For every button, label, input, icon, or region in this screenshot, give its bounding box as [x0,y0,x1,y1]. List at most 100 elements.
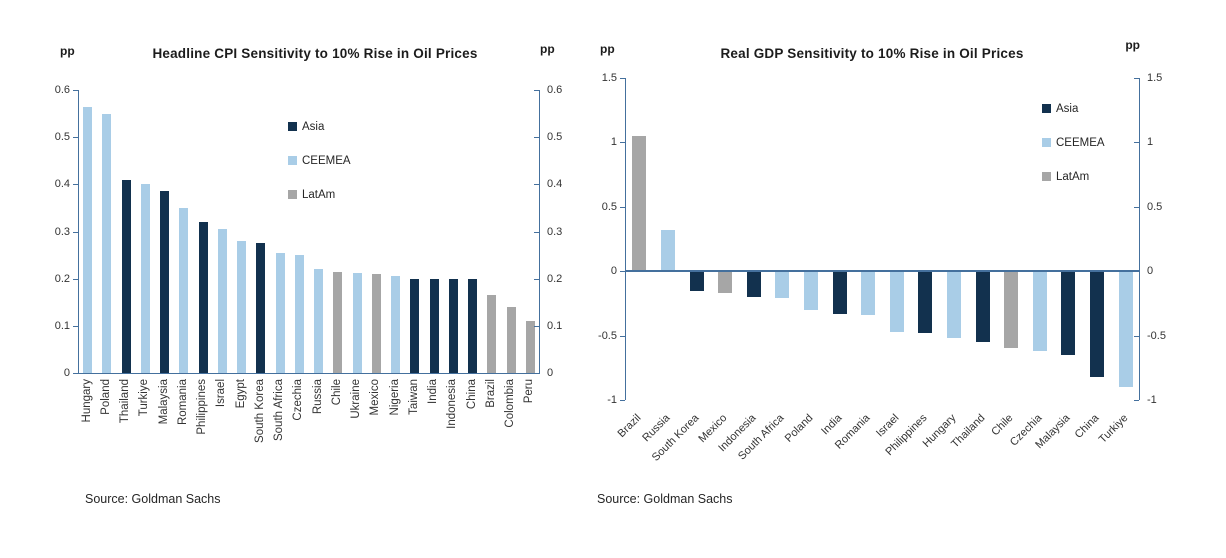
bar-chile [333,271,343,373]
y-tick-label-right: 0.5 [547,131,563,144]
legend-swatch-ceemea-icon [1042,138,1051,147]
bar-south-africa [275,252,285,373]
y-tick-right [1134,335,1139,337]
plot-area: 0.6 0.6 0.5 0.5 0.4 0.4 0.3 0.3 0.2 0.2 0.1 0.1 0 0 Hu… [55,84,563,443]
bar-thailand [121,179,131,373]
bar-south-korea [689,271,704,291]
y-tick-label-right: -1 [1147,394,1157,406]
y-tick-left [73,231,78,233]
y-tick-label-right: 0 [547,367,554,379]
bar-indonesia [746,271,761,297]
y-tick-label-left: 0.3 [54,225,70,238]
bar-romania [861,271,876,315]
y-tick-left [73,184,78,186]
y-tick-label-right: 0 [1147,265,1154,278]
y-tick-right [534,278,539,280]
y-tick-label-left: 0 [63,367,70,379]
y-tick-label-left: -1 [607,394,617,406]
bar-israel [217,229,227,373]
x-axis-label-malaysia: Malaysia [157,379,170,425]
bar-south-korea [256,243,266,373]
bar-india [429,278,439,373]
bar-philippines [198,222,208,373]
legend-swatch-ceemea-icon [288,156,297,165]
legend-item-asia: Asia [1042,102,1105,115]
y-tick-left [73,325,78,327]
x-axis-label-peru: Peru [523,379,536,404]
y-axis-unit-right: pp [540,42,555,56]
x-axis-label-russia: Russia [311,379,324,415]
y-tick-label-left: 1 [610,136,617,149]
legend: Asia CEEMEA LatAm [288,120,351,222]
bar-turkiye [1118,271,1133,388]
bar-russia [314,269,324,373]
y-axis-unit-left: pp [60,44,75,58]
bar-brazil [487,295,497,373]
bar-israel [889,271,904,332]
bar-poland [102,113,112,373]
y-tick-right [1134,78,1139,79]
x-axis-label-china: China [465,379,478,410]
bar-malaysia [1061,271,1076,355]
y-tick-left [620,142,625,144]
y-tick-left [620,271,625,273]
chart-headline-cpi: pp Headline CPI Sensitivity to 10% Rise … [55,28,572,488]
x-axis-label-ukraine: Ukraine [350,379,363,419]
y-axis-right [1139,78,1140,400]
legend-swatch-asia-icon [1042,104,1051,113]
zero-line [78,372,540,374]
bar-thailand [975,271,990,343]
y-tick-right [534,90,539,91]
bar-mexico [371,273,381,373]
bar-chile [1004,271,1019,349]
x-axis-label-egypt: Egypt [234,379,247,409]
x-axis-label-turkiye: Turkiye [138,379,151,417]
y-tick-left [73,278,78,280]
x-axis-label-poland: Poland [99,379,112,415]
source-note-left: Source: Goldman Sachs [85,492,221,506]
y-tick-left [620,400,625,401]
bar-nigeria [391,276,401,373]
y-tick-label-right: -0.5 [1147,329,1166,342]
x-axis-label-nigeria: Nigeria [388,379,401,416]
y-tick-right [534,231,539,233]
bar-china [468,278,478,373]
source-note-right: Source: Goldman Sachs [597,492,733,506]
bar-colombia [506,306,516,373]
y-tick-right [1134,206,1139,208]
bar-hungary [947,271,962,339]
legend-label-asia: Asia [302,120,325,133]
bar-turkiye [140,184,150,373]
bar-india [832,271,847,314]
bar-czechia [1032,271,1047,352]
y-tick-label-right: 1 [1147,136,1154,149]
y-tick-label-left: 0.4 [54,178,70,191]
y-axis-left [625,78,626,400]
y-tick-left [620,78,625,79]
y-tick-right [534,137,539,139]
y-tick-left [73,90,78,91]
y-tick-right [534,184,539,186]
x-axis-label-romania: Romania [176,379,189,426]
bar-hungary [83,106,93,373]
x-axis-label-taiwan: Taiwan [407,379,420,415]
legend-item-latam: LatAm [288,188,351,201]
y-tick-label-right: 0.6 [547,84,563,96]
y-tick-left [620,335,625,337]
legend-label-ceemea: CEEMEA [302,154,351,167]
y-tick-label-left: 0.5 [601,200,617,213]
bar-south-africa [775,271,790,299]
legend-swatch-latam-icon [1042,172,1051,181]
legend-item-ceemea: CEEMEA [288,154,351,167]
y-tick-label-right: 0.4 [547,178,563,191]
y-tick-right [1134,142,1139,144]
y-tick-left [73,373,78,374]
x-axis-label-mexico: Mexico [369,379,382,416]
bar-china [1090,271,1105,377]
y-tick-label-right: 0.3 [547,225,563,238]
y-tick-left [620,206,625,208]
x-axis-label-chile: Chile [330,379,343,406]
legend-label-ceemea: CEEMEA [1056,136,1105,149]
zero-line [625,270,1140,273]
